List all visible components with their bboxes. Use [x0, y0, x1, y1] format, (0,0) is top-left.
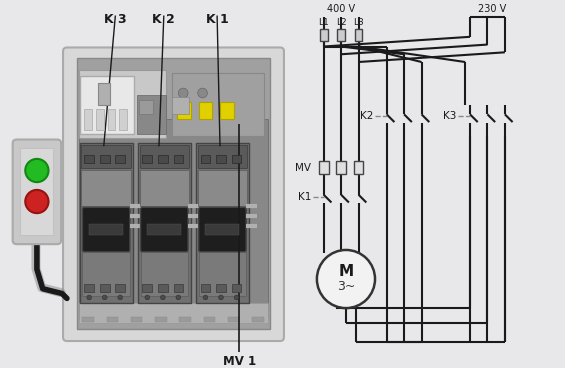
Bar — [82, 252, 130, 296]
Bar — [203, 317, 215, 322]
Bar — [198, 145, 247, 167]
Bar — [140, 145, 189, 167]
Bar — [252, 317, 264, 322]
Text: K 1: K 1 — [206, 13, 228, 26]
Bar — [201, 155, 210, 163]
Bar — [198, 170, 247, 206]
Bar — [199, 102, 212, 119]
Circle shape — [160, 295, 166, 300]
Bar — [206, 224, 240, 236]
Text: L2: L2 — [336, 18, 346, 27]
Bar — [354, 161, 363, 174]
Circle shape — [87, 295, 92, 300]
Bar — [232, 155, 241, 163]
Bar — [141, 252, 188, 296]
Circle shape — [203, 295, 208, 300]
Bar — [216, 155, 226, 163]
Circle shape — [118, 295, 123, 300]
Circle shape — [145, 295, 150, 300]
Text: K3: K3 — [443, 111, 457, 121]
Circle shape — [219, 295, 223, 300]
Bar — [147, 224, 181, 236]
Bar — [220, 102, 233, 119]
Circle shape — [179, 88, 188, 98]
Bar — [319, 161, 328, 174]
Bar — [84, 155, 94, 163]
Text: M: M — [338, 264, 354, 279]
Bar — [337, 29, 345, 41]
FancyBboxPatch shape — [63, 47, 284, 341]
Bar — [20, 148, 53, 236]
Bar — [228, 317, 240, 322]
Bar — [79, 70, 166, 138]
Text: 230 V: 230 V — [478, 4, 506, 14]
Bar — [138, 144, 191, 303]
Bar — [84, 109, 92, 130]
Bar — [81, 170, 131, 206]
Bar — [201, 284, 210, 291]
Bar — [196, 144, 249, 303]
Bar — [320, 29, 328, 41]
Text: MV 1: MV 1 — [223, 355, 256, 368]
Bar — [172, 97, 189, 114]
Bar — [158, 284, 168, 291]
Bar — [119, 109, 127, 130]
Text: L3: L3 — [353, 18, 364, 27]
Bar — [80, 144, 133, 303]
Bar — [100, 155, 110, 163]
Bar — [107, 109, 115, 130]
Text: 400 V: 400 V — [327, 4, 355, 14]
Bar — [336, 161, 346, 174]
Bar — [172, 72, 264, 136]
Bar — [179, 317, 191, 322]
Text: MV: MV — [295, 163, 311, 173]
Bar — [79, 303, 268, 323]
Bar — [79, 119, 268, 318]
FancyBboxPatch shape — [82, 207, 130, 252]
Text: 3~: 3~ — [337, 280, 355, 293]
Bar — [131, 317, 142, 322]
Bar — [173, 284, 183, 291]
Bar — [80, 75, 134, 134]
Bar — [96, 109, 104, 130]
Circle shape — [234, 295, 239, 300]
Circle shape — [317, 250, 375, 308]
Bar — [232, 284, 241, 291]
Bar — [107, 317, 118, 322]
Circle shape — [102, 295, 107, 300]
Bar — [77, 58, 271, 329]
Bar — [138, 100, 153, 114]
Circle shape — [25, 159, 49, 182]
FancyBboxPatch shape — [141, 207, 188, 252]
Text: K1: K1 — [298, 192, 311, 202]
Bar — [199, 252, 246, 296]
Bar — [81, 145, 131, 167]
Bar — [155, 317, 167, 322]
FancyBboxPatch shape — [199, 207, 246, 252]
Text: L1: L1 — [318, 18, 329, 27]
Bar — [355, 29, 362, 41]
Bar — [137, 95, 166, 134]
Bar — [142, 155, 152, 163]
Text: K2: K2 — [360, 111, 373, 121]
Bar — [158, 155, 168, 163]
Circle shape — [198, 88, 207, 98]
FancyBboxPatch shape — [12, 139, 61, 244]
Bar — [173, 155, 183, 163]
Circle shape — [176, 295, 181, 300]
Bar — [177, 102, 191, 119]
Bar — [98, 83, 110, 105]
Bar — [142, 284, 152, 291]
Text: K 2: K 2 — [153, 13, 175, 26]
Bar — [82, 317, 94, 322]
Bar — [216, 284, 226, 291]
Circle shape — [25, 190, 49, 213]
Text: K 3: K 3 — [104, 13, 127, 26]
Bar — [115, 155, 125, 163]
Bar — [100, 284, 110, 291]
Bar — [140, 170, 189, 206]
Bar — [84, 284, 94, 291]
Bar — [115, 284, 125, 291]
Bar — [89, 224, 123, 236]
